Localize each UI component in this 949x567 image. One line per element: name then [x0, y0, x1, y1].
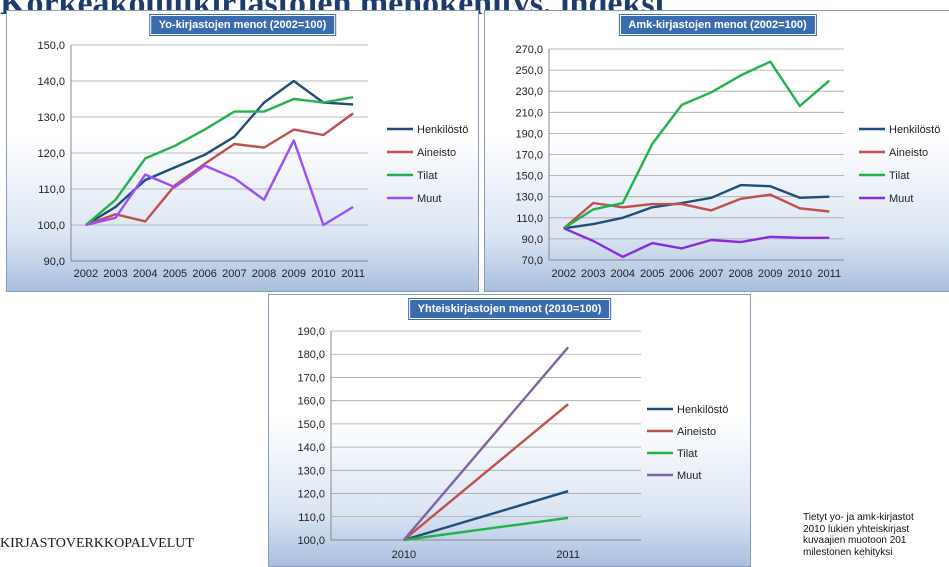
x-tick-label: 2010	[311, 268, 335, 280]
chart-title-amk: Amk-kirjastojen menot (2002=100)	[619, 15, 816, 35]
legend-label: Aineisto	[889, 147, 928, 159]
legend-label: Tilat	[677, 448, 697, 460]
x-tick-label: 2007	[699, 268, 723, 280]
y-tick-label: 90,0	[522, 234, 543, 246]
series-line-aineisto	[403, 403, 569, 541]
x-tick-label: 2010	[392, 549, 416, 561]
y-tick-label: 110,0	[516, 213, 543, 225]
y-tick-label: 230,0	[515, 86, 543, 98]
series-line-tilat	[403, 516, 569, 542]
series-line-muut	[563, 227, 830, 259]
chart-panel-yo: Yo-kirjastojen menot (2002=100) 90,0 100,…	[6, 10, 479, 292]
y-tick-label: 120,0	[297, 489, 325, 501]
x-tick-label: 2011	[341, 268, 365, 280]
chart-title-yhteis: Yhteiskirjastojen menot (2010=100)	[408, 299, 611, 319]
x-tick-label: 2006	[192, 268, 216, 280]
y-tick-label: 110,0	[38, 184, 65, 196]
chart-panel-yhteis: Yhteiskirjastojen menot (2010=100) 100,0…	[268, 294, 751, 567]
y-tick-label: 190,0	[297, 326, 325, 338]
legend-label: Muut	[677, 470, 701, 482]
x-tick-label: 2002	[74, 268, 98, 280]
x-tick-label: 2011	[817, 268, 841, 280]
x-tick-label: 2003	[581, 268, 605, 280]
y-tick-label: 180,0	[297, 349, 325, 361]
chart-svg-amk: 70,0 90,0 110,0 130,0 150,0 170,0 190,0 210,0 23…	[515, 44, 940, 280]
y-tick-label: 90,0	[44, 256, 65, 268]
footer-note-line: 2010 lukien yhteiskirjast	[803, 523, 910, 535]
y-tick-label: 210,0	[515, 107, 543, 119]
series-line-henkilöstö	[563, 183, 830, 230]
x-tick-label: 2003	[103, 268, 127, 280]
y-tick-label: 140,0	[37, 76, 65, 88]
footer-note: Tietyt yo- ja amk-kirjastot 2010 lukien …	[803, 512, 949, 565]
y-tick-label: 150,0	[515, 171, 543, 183]
y-tick-label: 100,0	[37, 220, 65, 232]
x-tick-label: 2007	[222, 268, 246, 280]
y-tick-label: 120,0	[37, 148, 65, 160]
x-tick-label: 2011	[556, 549, 580, 561]
x-tick-label: 2006	[670, 268, 694, 280]
chart-panel-amk: Amk-kirjastojen menot (2002=100) 70,0 90,…	[484, 10, 949, 292]
legend-label: Aineisto	[417, 147, 456, 159]
series-line-muut	[85, 139, 354, 227]
chart-title-yo: Yo-kirjastojen menot (2002=100)	[149, 15, 336, 35]
x-tick-label: 2010	[788, 268, 812, 280]
series-line-tilat	[85, 96, 354, 226]
series-line-muut	[402, 346, 570, 541]
x-tick-label: 2004	[133, 268, 157, 280]
x-tick-label: 2005	[640, 268, 664, 280]
y-tick-label: 250,0	[515, 65, 543, 77]
series-line-tilat	[563, 60, 831, 230]
footer-note-line: milestonen kehityksi	[803, 546, 893, 558]
y-tick-label: 270,0	[515, 44, 543, 56]
chart-svg-yo: 90,0 100,0 110,0 120,0 130,0 140,0 150,0 2002 20…	[37, 40, 468, 280]
y-tick-label: 130,0	[515, 192, 543, 204]
x-tick-label: 2009	[282, 268, 306, 280]
legend-label: Henkilöstö	[417, 124, 468, 136]
series-line-aineisto	[85, 112, 354, 227]
legend-label: Aineisto	[677, 426, 716, 438]
y-tick-label: 130,0	[37, 112, 65, 124]
x-tick-label: 2002	[552, 268, 576, 280]
y-tick-label: 170,0	[297, 372, 325, 384]
footer-note-line: kuvaajien muotoon 201	[803, 535, 907, 546]
legend-label: Henkilöstö	[677, 404, 728, 416]
x-tick-label: 2008	[252, 268, 276, 280]
legend-label: Henkilöstö	[889, 124, 940, 136]
x-tick-label: 2005	[163, 268, 187, 280]
legend-label: Muut	[889, 193, 913, 205]
legend-label: Muut	[417, 193, 441, 205]
y-tick-label: 150,0	[37, 40, 65, 52]
footer-organization: KIRJASTOVERKKOPALVELUT	[0, 536, 194, 551]
series-line-henkilöstö	[85, 79, 354, 227]
chart-svg-yhteis: 100,0 110,0 120,0 130,0 140,0 150,0 160,0 170,0…	[297, 326, 728, 561]
y-tick-label: 130,0	[297, 465, 325, 477]
y-tick-label: 140,0	[297, 442, 325, 454]
x-tick-label: 2009	[758, 268, 782, 280]
footer-note-line: Tietyt yo- ja amk-kirjastot	[803, 512, 914, 523]
y-tick-label: 160,0	[297, 396, 325, 408]
y-tick-label: 190,0	[515, 128, 543, 140]
series-line-henkilöstö	[403, 490, 569, 542]
y-tick-label: 110,0	[298, 512, 325, 524]
y-tick-label: 100,0	[297, 535, 325, 547]
x-tick-label: 2008	[729, 268, 753, 280]
x-tick-label: 2004	[611, 268, 635, 280]
legend-label: Tilat	[889, 170, 909, 182]
y-tick-label: 170,0	[515, 150, 543, 162]
y-tick-label: 150,0	[297, 419, 325, 431]
y-tick-label: 70,0	[522, 255, 543, 267]
legend-label: Tilat	[417, 170, 437, 182]
